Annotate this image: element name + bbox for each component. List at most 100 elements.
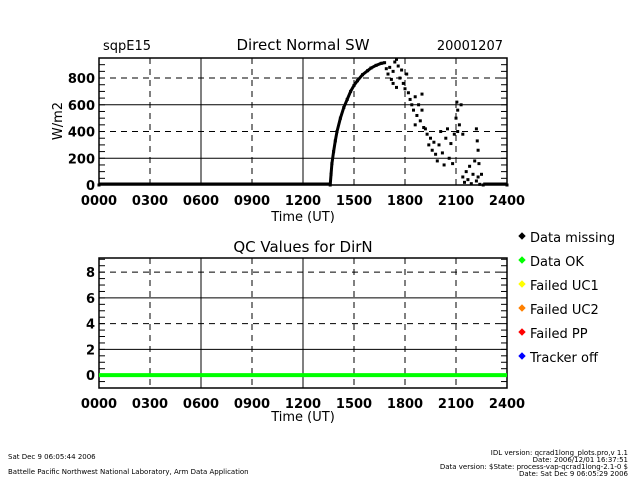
data-point	[383, 61, 387, 65]
data-point	[386, 72, 390, 76]
date-label: 20001207	[437, 39, 503, 54]
data-point	[369, 66, 373, 70]
data-point	[413, 95, 417, 99]
y-tick-label: 0	[86, 179, 95, 194]
data-point	[406, 91, 410, 95]
footer-idl-date: Date: 2006/12/01 16:37:51	[533, 456, 628, 464]
data-point	[374, 63, 378, 67]
data-point	[423, 127, 427, 131]
data-point	[332, 150, 336, 154]
data-point	[388, 65, 392, 69]
data-point	[420, 108, 424, 112]
x-tick-label: 0300	[132, 397, 168, 412]
x-tick-label: 1200	[285, 397, 321, 412]
footer-idl-version: IDL version: qcrad1long_plots.pro,v 1.1	[491, 449, 628, 457]
data-point	[466, 178, 470, 182]
data-point	[398, 76, 402, 80]
legend-marker-icon	[518, 280, 526, 288]
data-point	[463, 180, 466, 184]
data-point	[474, 179, 478, 183]
data-point	[464, 170, 468, 174]
data-point	[415, 113, 419, 117]
data-point	[335, 130, 339, 134]
x-tick-label: 2400	[489, 194, 525, 209]
data-point	[391, 81, 395, 85]
qc-legend: Data missing Data OK Failed UC1 Failed UC2 F…	[518, 231, 615, 366]
y-tick-label: 8	[86, 266, 95, 281]
legend-label: Failed PP	[530, 327, 588, 342]
x-tick-label: 2400	[489, 397, 525, 412]
x-tick-label: 2100	[438, 397, 474, 412]
site-label: sqpE15	[103, 39, 151, 54]
data-point	[440, 151, 444, 155]
data-point	[475, 139, 479, 143]
data-point	[427, 143, 431, 147]
legend-marker-icon	[518, 304, 526, 312]
data-point	[425, 132, 429, 136]
data-point	[452, 132, 456, 136]
x-tick-label: 0600	[183, 397, 219, 412]
data-point	[342, 105, 346, 109]
data-point	[355, 79, 359, 83]
data-point	[410, 103, 414, 107]
data-point	[480, 172, 483, 176]
data-point	[338, 116, 342, 120]
legend-marker-icon	[518, 232, 526, 240]
data-point	[476, 148, 480, 152]
data-point	[413, 123, 417, 127]
footer-data-version: Data version: $State: process-vap-qcrad1…	[440, 463, 628, 471]
x-tick-label: 1500	[336, 194, 372, 209]
data-point	[454, 116, 458, 120]
legend-label: Failed UC2	[530, 303, 599, 318]
y-tick-label: 400	[68, 126, 95, 141]
y-axis-label: W/m2	[51, 102, 66, 140]
data-point	[473, 159, 477, 163]
data-point	[449, 142, 453, 146]
data-point	[395, 57, 398, 61]
data-point	[395, 85, 398, 89]
footer-data-date: Date: Sat Dec 9 06:05:29 2006	[519, 470, 628, 478]
data-point	[434, 152, 438, 156]
data-point	[97, 183, 101, 187]
data-point	[345, 97, 349, 101]
data-point	[430, 148, 434, 152]
data-point	[349, 89, 353, 93]
legend-marker-icon	[518, 256, 526, 264]
x-tick-label: 0000	[81, 397, 117, 412]
data-point	[439, 130, 443, 134]
data-point	[461, 175, 465, 179]
legend-label: Data OK	[530, 255, 584, 270]
legend-label: Data missing	[530, 231, 615, 246]
data-point	[329, 172, 333, 176]
data-point	[455, 100, 459, 104]
legend-marker-icon	[518, 328, 526, 336]
data-point	[476, 175, 480, 179]
chart-title: Direct Normal SW	[236, 36, 369, 54]
data-point	[418, 119, 422, 123]
legend-marker-icon	[518, 352, 526, 360]
data-point	[429, 136, 432, 140]
data-point	[435, 159, 439, 163]
data-point	[478, 182, 482, 186]
data-point	[328, 183, 332, 187]
data-point	[333, 139, 337, 143]
data-point	[459, 103, 463, 107]
x-tick-label: 0900	[234, 397, 270, 412]
direct-normal-chart: sqpE15 Direct Normal SW 20001207 W/m2 Ti…	[51, 36, 525, 225]
data-point	[330, 162, 334, 166]
y-tick-label: 0	[86, 369, 95, 384]
data-point	[400, 68, 404, 72]
qc-chart-title: QC Values for DirN	[233, 238, 372, 256]
data-point	[456, 130, 460, 134]
x-tick-label: 1500	[336, 397, 372, 412]
data-point	[437, 143, 441, 147]
data-point	[401, 81, 405, 85]
data-point	[366, 69, 370, 73]
data-point	[505, 183, 509, 187]
footer-org: Battelle Pacific Northwest National Labo…	[8, 468, 249, 476]
y-tick-label: 800	[68, 72, 95, 87]
footer: Sat Dec 9 06:05:44 2006 Battelle Pacific…	[8, 449, 629, 478]
plot-frame	[98, 257, 508, 389]
data-point	[384, 67, 388, 71]
